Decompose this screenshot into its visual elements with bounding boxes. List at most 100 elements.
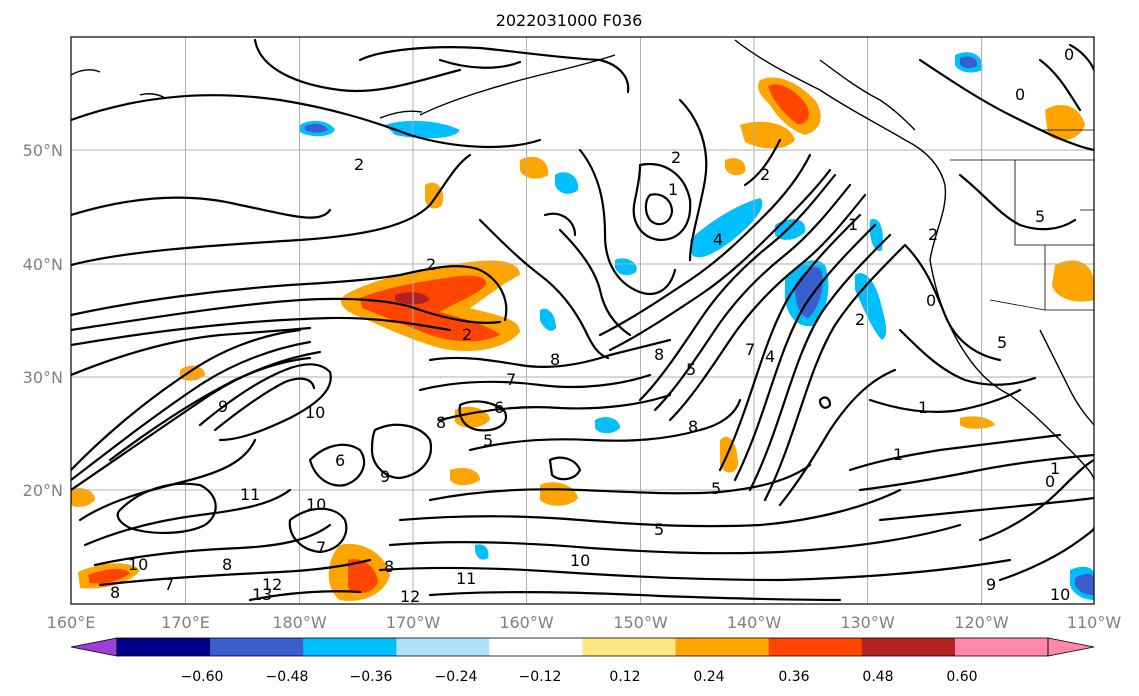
contour-label: 0 <box>1064 45 1074 64</box>
contour-labels: 2 2 1 2 4 2 2 1 7 8 8 5 7 4 8 2 1 6 0 2 … <box>110 45 1074 606</box>
contour-label: 9 <box>986 575 996 594</box>
x-tick-label: 160°E <box>47 613 96 632</box>
colorbar-cell <box>768 638 863 656</box>
shade-positive <box>725 158 746 176</box>
political-borders <box>950 129 1094 311</box>
contour-label: 8 <box>110 583 120 602</box>
colorbar-cell <box>396 638 490 656</box>
contour-label: 11 <box>240 485 260 504</box>
contour-label: 0 <box>1045 472 1055 491</box>
contour-label: 2 <box>855 310 865 329</box>
colorbar-tick-label: 0.48 <box>862 669 893 685</box>
shade-positive <box>425 182 444 209</box>
y-tick-label: 40°N <box>23 255 63 274</box>
shade-positive <box>1052 260 1094 302</box>
shade-negative <box>385 120 460 139</box>
y-tick-label: 20°N <box>23 481 63 500</box>
x-axis: 160°E 170°E 180°W 170°W 160°W 150°W 140°… <box>47 613 1122 632</box>
colorbar-cell <box>210 638 304 656</box>
shade-negative <box>960 56 978 69</box>
contour-label: 8 <box>222 555 232 574</box>
shaded-field <box>71 52 1094 601</box>
colorbar-cell <box>954 638 1049 656</box>
colorbar-tick-label: 0.24 <box>693 669 724 685</box>
contour-label: 7 <box>745 340 755 359</box>
y-tick-label: 50°N <box>23 141 63 160</box>
contour-label: 7 <box>316 538 326 557</box>
colorbar-extend-high <box>1047 637 1095 657</box>
contour-label: 4 <box>713 230 723 249</box>
colorbar-cell <box>582 638 677 656</box>
contour-label: 11 <box>456 569 476 588</box>
contour-label: 7 <box>164 575 174 594</box>
coastline <box>71 39 1094 481</box>
contour-label: 5 <box>997 333 1007 352</box>
contour-label: 8 <box>384 557 394 576</box>
colorbar-tick-label: 0.60 <box>946 669 977 685</box>
shade-negative <box>615 258 637 276</box>
contour-label: 1 <box>918 398 928 417</box>
contour-label: 8 <box>654 345 664 364</box>
contour-label: 5 <box>483 431 493 450</box>
shade-negative <box>540 308 556 331</box>
contour-label: 8 <box>436 413 446 432</box>
contour-lines <box>71 38 1094 602</box>
contour-label: 2 <box>426 255 436 274</box>
shade-negative <box>475 544 489 560</box>
colorbar-cell <box>675 638 770 656</box>
x-tick-label: 180°W <box>272 613 327 632</box>
colorbar-tick-label: 0.12 <box>609 669 640 685</box>
contour-label: 6 <box>335 451 345 470</box>
shade-positive <box>768 84 809 125</box>
contour-label: 5 <box>711 479 721 498</box>
contour-label: 10 <box>306 495 326 514</box>
colorbar-tick-label: −0.12 <box>519 669 562 685</box>
contour-label: 12 <box>400 587 420 606</box>
contour-label: 2 <box>671 148 681 167</box>
contour-label: 2 <box>760 165 770 184</box>
colorbar: −0.60 −0.48 −0.36 −0.24 −0.12 0.12 0.24 … <box>70 637 1095 685</box>
colorbar-cell <box>117 638 211 656</box>
contour-label: 2 <box>928 225 938 244</box>
x-tick-label: 140°W <box>727 613 782 632</box>
contour-label: 9 <box>380 467 390 486</box>
contour-label: 1 <box>848 215 858 234</box>
map-title: 2022031000 F036 <box>496 11 643 30</box>
shade-negative <box>305 123 328 133</box>
colorbar-tick-label: −0.48 <box>266 669 309 685</box>
contour-label: 6 <box>494 398 504 417</box>
contour-label: 8 <box>688 417 698 436</box>
contour-label: 4 <box>765 347 775 366</box>
shade-positive <box>720 436 738 473</box>
shade-negative <box>595 417 620 434</box>
map-frame <box>70 36 1095 605</box>
colorbar-cell <box>861 638 956 656</box>
contour-label: 0 <box>1015 85 1025 104</box>
contour-label: 10 <box>1050 585 1070 604</box>
contour-label: 2 <box>462 325 472 344</box>
shade-positive <box>88 569 130 584</box>
shade-positive <box>450 468 480 486</box>
y-axis: 50°N 40°N 30°N 20°N <box>23 141 63 500</box>
x-tick-label: 110°W <box>1067 613 1122 632</box>
shade-positive <box>71 488 95 507</box>
x-tick-label: 120°W <box>954 613 1009 632</box>
shade-positive <box>1045 105 1085 141</box>
contour-label: 0 <box>926 291 936 310</box>
contour-label: 10 <box>570 551 590 570</box>
contour-label: 7 <box>506 370 516 389</box>
shade-negative <box>555 172 579 194</box>
shade-positive <box>348 559 378 594</box>
shade-positive <box>540 482 578 506</box>
contour-label: 2 <box>354 155 364 174</box>
contour-label: 10 <box>128 555 148 574</box>
shade-positive <box>960 416 995 429</box>
contour-label: 9 <box>218 397 228 416</box>
contour-label: 1 <box>893 445 903 464</box>
colorbar-tick-label: −0.60 <box>181 669 224 685</box>
map-area: 2 2 1 2 4 2 2 1 7 8 8 5 7 4 8 2 1 6 0 2 … <box>71 37 1094 606</box>
contour-label: 5 <box>1035 207 1045 226</box>
x-tick-label: 170°W <box>386 613 441 632</box>
colorbar-tick-label: −0.24 <box>435 669 478 685</box>
